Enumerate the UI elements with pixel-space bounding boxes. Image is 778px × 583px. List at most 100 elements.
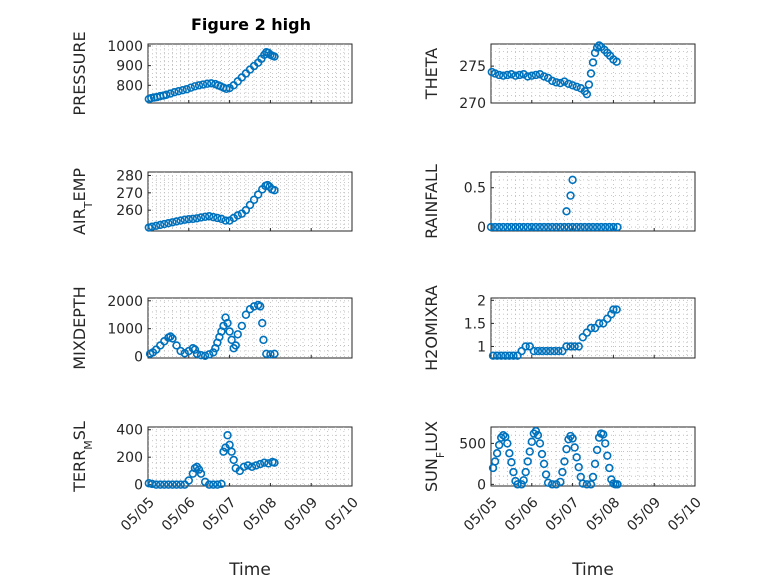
data-point [533,430,543,440]
data-point [568,222,577,232]
data-point [535,439,545,448]
data-point [531,70,541,80]
y-axis-label: MIXDEPTH [70,286,89,369]
data-point [582,328,592,337]
data-point [596,222,606,232]
data-point [605,463,614,473]
data-point [166,89,175,98]
subplot-2: 270 275 THETA [422,41,696,112]
data-point [499,222,508,232]
data-point [603,451,612,460]
data-point [227,335,236,345]
data-point [147,222,157,231]
y-tick-label: 270 [116,186,143,202]
data-point [209,480,218,489]
data-point [560,457,569,466]
y-tick-label: 1.5 [464,316,486,332]
data-point [213,213,222,223]
data-point [560,77,569,86]
data-point [160,480,169,489]
data-point [590,323,600,333]
data-point [517,346,526,356]
data-point [545,346,555,356]
data-point [588,472,598,482]
data-point [562,207,571,216]
data-point [552,222,561,232]
data-point [172,341,181,350]
data-point [523,457,532,466]
data-point [523,72,532,81]
data-point [229,455,238,465]
data-point [151,480,161,489]
data-point [547,76,557,86]
data-point [511,222,520,232]
y-axis-label: RAINFALL [422,164,441,239]
x-axis-label: Time [228,560,271,580]
data-point [558,346,567,356]
y-axis-label: THETA [422,48,441,100]
data-point [156,220,165,230]
data-point [172,217,181,226]
data-point [503,222,512,232]
data-point [170,87,179,97]
data-point [607,309,616,319]
data-point [490,69,500,78]
data-point [586,323,596,333]
data-point [613,222,622,232]
data-point [572,82,581,91]
data-point [547,222,557,232]
data-point [601,222,610,232]
data-point [582,89,592,99]
data-point [168,218,177,227]
data-point [568,175,577,185]
data-point [605,222,614,232]
y-tick-label: 800 [116,78,143,94]
data-point [521,467,530,477]
data-point [196,351,206,360]
data-point [513,351,522,360]
data-point [253,190,263,199]
y-axis-label: PRESSURE [70,31,89,115]
data-point [205,480,214,489]
data-point [164,218,173,228]
chart-title: Figure 2 high [191,15,311,34]
data-point [164,480,173,489]
y-tick-label: 260 [116,203,143,219]
data-point [525,447,534,456]
data-point [490,457,500,466]
y-tick-label: 1000 [107,39,143,55]
data-point [494,440,504,450]
data-point [509,467,518,477]
data-point [513,480,522,489]
data-point [260,458,269,467]
data-point [609,305,618,314]
data-point [570,443,579,452]
data-point [488,351,498,360]
data-point [578,479,587,488]
data-point [174,86,183,96]
x-axis-label: Time [571,560,614,580]
data-point [194,81,204,90]
data-point [531,222,541,232]
data-point [486,222,496,232]
data-point [184,215,194,224]
data-point [223,318,232,328]
subplot-6: 1 1.5 2 H2OMIXRA [422,285,696,371]
data-point [607,475,616,484]
data-point [590,48,600,58]
data-point [251,461,261,470]
data-point [539,72,549,81]
data-point [219,447,228,456]
data-point [270,186,279,195]
data-point [209,348,218,357]
data-point [194,465,204,474]
data-point [523,222,532,232]
y-tick-label: 270 [459,96,486,112]
data-point [539,222,549,232]
axes-box [490,297,696,359]
data-point [262,349,271,359]
data-point [564,222,573,232]
data-point [562,444,571,454]
data-point [582,480,592,489]
data-point [190,345,200,354]
